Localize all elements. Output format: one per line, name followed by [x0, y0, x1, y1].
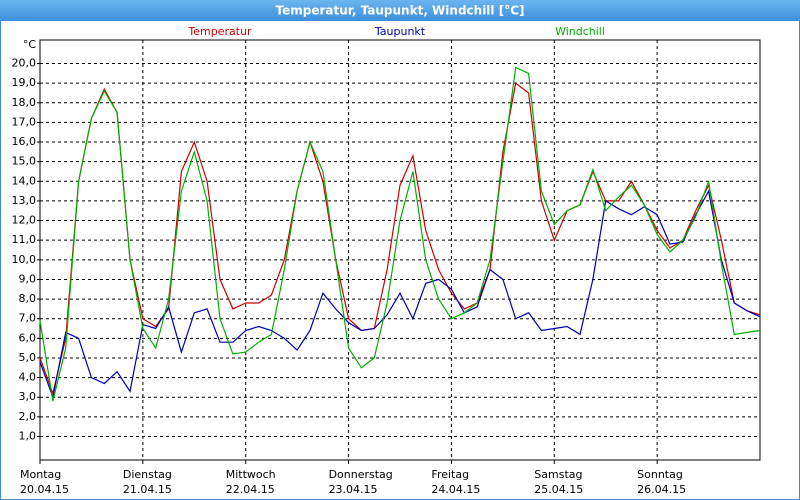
y-tick-label: 7,0 — [19, 312, 37, 325]
x-tick-label: Samstag — [534, 468, 582, 481]
y-tick-label: 5,0 — [19, 351, 37, 364]
title-bar — [0, 0, 800, 21]
x-tick-label: Dienstag — [123, 468, 172, 481]
x-tick-label: Sonntag — [637, 468, 683, 481]
chart-title: Temperatur, Taupunkt, Windchill [°C] — [276, 4, 525, 18]
y-tick-label: 19,0 — [12, 76, 37, 89]
y-tick-label: 11,0 — [12, 233, 37, 246]
y-tick-label: 3,0 — [19, 390, 37, 403]
y-tick-label: 4,0 — [19, 371, 37, 384]
y-tick-label: 16,0 — [12, 135, 37, 148]
x-tick-date: 20.04.15 — [20, 483, 69, 496]
legend-label: Taupunkt — [374, 25, 426, 38]
y-tick-label: 12,0 — [12, 214, 37, 227]
y-tick-label: 14,0 — [12, 174, 37, 187]
y-tick-label: 6,0 — [19, 331, 37, 344]
x-tick-label: Montag — [20, 468, 61, 481]
y-tick-label: 15,0 — [12, 155, 37, 168]
x-tick-date: 21.04.15 — [123, 483, 172, 496]
y-tick-label: 20,0 — [12, 57, 37, 70]
y-tick-label: 9,0 — [19, 272, 37, 285]
y-tick-label: 10,0 — [12, 253, 37, 266]
y-tick-label: 2,0 — [19, 410, 37, 423]
y-tick-label: 8,0 — [19, 292, 37, 305]
x-tick-label: Freitag — [431, 468, 469, 481]
series-line — [39, 66, 761, 402]
series-line — [39, 189, 761, 400]
plot-frame — [39, 39, 761, 461]
legend-label: Windchill — [555, 25, 605, 38]
x-tick-date: 22.04.15 — [226, 483, 275, 496]
x-tick-label: Mittwoch — [226, 468, 276, 481]
y-tick-label: 18,0 — [12, 96, 37, 109]
x-tick-date: 25.04.15 — [534, 483, 583, 496]
y-tick-label: 17,0 — [12, 115, 37, 128]
y-tick-label: 1,0 — [19, 429, 37, 442]
x-tick-date: 26.04.15 — [637, 483, 686, 496]
y-unit: °C — [23, 38, 37, 51]
y-tick-label: 13,0 — [12, 194, 37, 207]
x-tick-date: 24.04.15 — [431, 483, 480, 496]
legend-label: Temperatur — [187, 25, 252, 38]
x-tick-label: Donnerstag — [329, 468, 393, 481]
x-tick-date: 23.04.15 — [329, 483, 378, 496]
